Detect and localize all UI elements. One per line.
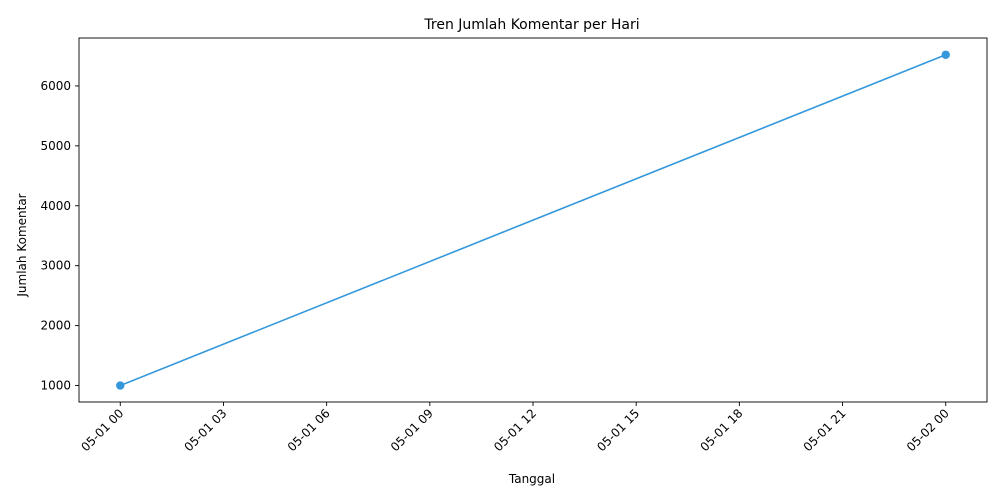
y-axis-label: Jumlah Komentar	[15, 193, 29, 297]
x-tick-label: 05-01 12	[491, 406, 539, 454]
y-tick-label: 6000	[40, 79, 71, 93]
data-point	[116, 381, 125, 390]
y-tick-label: 5000	[40, 139, 71, 153]
plot-area: 1000 2000 3000 4000 5000 6000 05-01 00 05-01 03…	[40, 37, 988, 454]
series-line	[119, 54, 947, 387]
x-axis-label: Tanggal	[508, 472, 555, 486]
x-tick-label: 05-01 06	[285, 406, 333, 454]
x-tick-label: 05-01 00	[78, 406, 126, 454]
y-tick-label: 4000	[40, 199, 71, 213]
x-tick-label: 05-01 09	[388, 406, 436, 454]
x-tick-label: 05-01 03	[182, 406, 230, 454]
y-tick-label: 3000	[40, 259, 71, 273]
chart-title: Tren Jumlah Komentar per Hari	[423, 17, 639, 33]
x-tick-label: 05-02 00	[904, 406, 952, 454]
x-tick-label: 05-01 15	[594, 406, 642, 454]
x-tick-label: 05-01 21	[801, 406, 849, 454]
data-point	[941, 50, 950, 59]
y-tick-label: 2000	[40, 319, 71, 333]
y-tick-label: 1000	[40, 379, 71, 393]
x-tick-label: 05-01 18	[697, 406, 745, 454]
